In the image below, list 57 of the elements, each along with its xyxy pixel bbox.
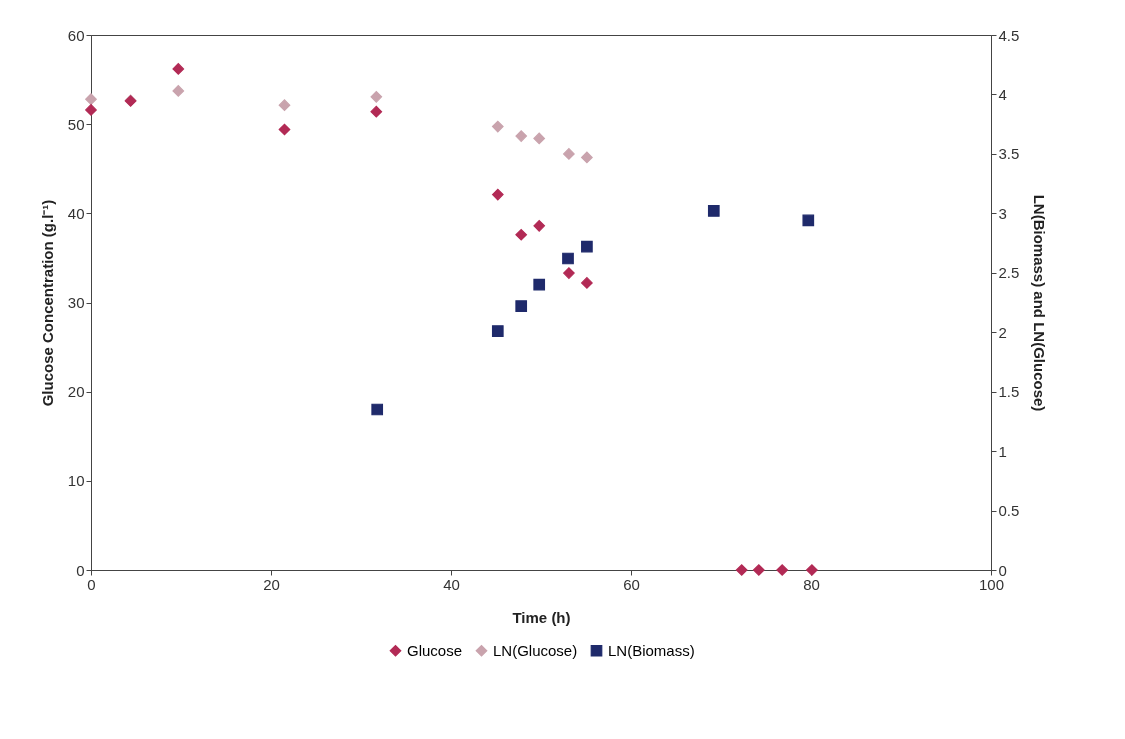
point bbox=[581, 240, 593, 253]
point bbox=[563, 267, 575, 279]
y2-tick-label: 4.5 bbox=[998, 26, 1020, 44]
point bbox=[278, 99, 291, 111]
y2-tick-label: 2.5 bbox=[998, 264, 1020, 282]
point bbox=[752, 564, 765, 576]
point bbox=[491, 188, 504, 201]
point bbox=[533, 219, 546, 232]
point bbox=[533, 132, 546, 145]
point bbox=[172, 85, 185, 97]
point bbox=[515, 228, 528, 241]
point bbox=[371, 403, 384, 416]
y-tick-label: 30 bbox=[67, 294, 85, 311]
legend-label: Glucose bbox=[407, 641, 463, 659]
point bbox=[563, 148, 575, 160]
point bbox=[370, 105, 383, 118]
y2-tick-label: 2 bbox=[998, 323, 1007, 341]
legend-label: LN(Biomass) bbox=[608, 641, 695, 659]
point bbox=[370, 90, 383, 103]
x-tick-label: 20 bbox=[263, 575, 280, 593]
legend-label: LN(Glucose) bbox=[493, 641, 578, 659]
point bbox=[515, 300, 528, 312]
y2-tick-label: 0.5 bbox=[998, 502, 1020, 520]
point bbox=[533, 278, 546, 291]
y2-tick-label: 3 bbox=[998, 204, 1007, 222]
point bbox=[802, 214, 815, 227]
point bbox=[581, 277, 593, 289]
y2-tick-label: 3.5 bbox=[998, 145, 1020, 163]
y-tick-label: 0 bbox=[76, 561, 85, 579]
point bbox=[806, 564, 818, 576]
point bbox=[491, 120, 504, 133]
point bbox=[562, 252, 574, 265]
x-tick-label: 80 bbox=[803, 575, 820, 593]
y-tick-label: 20 bbox=[67, 383, 85, 401]
point bbox=[491, 325, 504, 337]
y-tick-label: 40 bbox=[67, 204, 85, 222]
y2-tick-label: 1.5 bbox=[998, 383, 1020, 401]
point bbox=[85, 104, 97, 116]
y2-tick-label: 1 bbox=[998, 442, 1007, 460]
point bbox=[776, 564, 789, 576]
y-axis-title: Glucose Concentration (g.l⁻¹) bbox=[38, 199, 56, 407]
y-tick-label: 60 bbox=[67, 26, 85, 44]
x-tick-label: 60 bbox=[623, 575, 640, 593]
point bbox=[581, 151, 593, 164]
point bbox=[172, 63, 185, 75]
y-tick-label: 50 bbox=[67, 115, 85, 133]
point bbox=[707, 205, 720, 217]
x-axis-title: Time (h) bbox=[512, 608, 571, 626]
point bbox=[85, 93, 97, 106]
x-tick-label: 40 bbox=[443, 575, 460, 593]
point bbox=[515, 130, 528, 142]
point bbox=[735, 564, 748, 576]
y2-axis-title: LN(Biomass) and LN(Glucose) bbox=[1031, 194, 1049, 412]
x-tick-label: 0 bbox=[87, 575, 96, 593]
point bbox=[278, 123, 291, 136]
y2-tick-label: 4 bbox=[998, 85, 1007, 103]
y-tick-label: 10 bbox=[67, 472, 85, 490]
